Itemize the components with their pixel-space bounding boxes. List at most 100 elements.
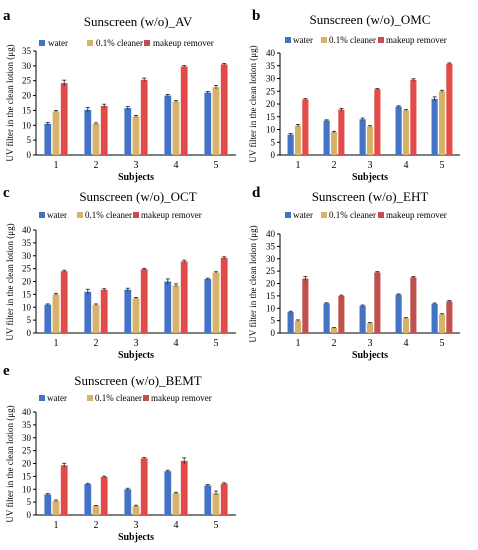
- legend-swatch-water: [39, 40, 45, 46]
- x-tick-label: 2: [94, 520, 99, 531]
- legend-swatch-remover: [143, 395, 149, 401]
- legend-label-remover: makeup remover: [386, 35, 447, 45]
- panel-c-ylabel: UV filter in the clean lotion (μg): [5, 223, 15, 340]
- bar: [52, 294, 60, 333]
- panel-e-title: Sunscreen (w/o)_BEMT: [74, 373, 202, 388]
- bar: [164, 95, 172, 155]
- bar: [330, 328, 338, 333]
- bar: [438, 91, 446, 155]
- bar: [204, 278, 212, 333]
- bar: [172, 493, 180, 515]
- bar: [330, 132, 338, 155]
- bar: [359, 119, 366, 155]
- bar: [302, 99, 309, 155]
- y-tick-label: 35: [22, 420, 32, 430]
- panel-e-plot: 0 5 10 15 20 25 30 35 40 1 2 3 4 5 Subjects: [22, 407, 236, 543]
- panel-b-plot: 0 5 10 15 20 25 30 35 40 1 2 3 4 5 Subjects: [266, 48, 460, 183]
- legend-label-cleaner: 0.1% cleaner: [329, 35, 376, 45]
- panel-e-legend: water 0.1% cleaner makeup remover: [39, 393, 212, 403]
- panel-d-title: Sunscreen (w/o)_EHT: [312, 189, 429, 204]
- bar: [124, 489, 132, 515]
- x-tick-label: 3: [368, 160, 373, 171]
- legend-swatch-cleaner: [87, 395, 93, 401]
- x-tick-label: 4: [174, 520, 179, 531]
- y-tick-label: 20: [22, 277, 32, 287]
- bar: [180, 261, 188, 333]
- y-tick-label: 5: [27, 315, 32, 325]
- y-tick-label: 10: [266, 125, 276, 135]
- y-tick-label: 0: [27, 510, 32, 520]
- bar: [180, 66, 188, 155]
- bar: [302, 278, 309, 333]
- y-tick-label: 10: [22, 484, 32, 494]
- bar: [323, 303, 330, 333]
- x-tick-label: 5: [214, 338, 219, 349]
- bar: [395, 294, 402, 333]
- bar: [212, 493, 220, 515]
- panel-d-plot: 0 5 10 15 20 25 30 35 40 1 2 3 4 5 Subjects: [266, 229, 460, 361]
- legend-label-remover: makeup remover: [151, 393, 212, 403]
- bar: [410, 79, 417, 155]
- panel-d-legend: water 0.1% cleaner makeup remover: [285, 210, 447, 220]
- bar: [84, 291, 92, 333]
- bar: [92, 123, 100, 155]
- bar: [212, 87, 220, 155]
- legend-swatch-remover: [133, 212, 139, 218]
- y-tick-label: 25: [22, 264, 32, 274]
- y-tick-label: 20: [266, 279, 276, 289]
- bar: [431, 303, 438, 333]
- legend-label-water: water: [293, 35, 313, 45]
- panel-letter-e: e: [3, 363, 10, 379]
- legend-label-remover: makeup remover: [386, 210, 447, 220]
- bar: [446, 63, 453, 155]
- bar: [410, 277, 417, 333]
- panel-b-ylabel: UV filter in the clean lotion (μg): [248, 45, 258, 162]
- x-tick-label: 4: [404, 160, 409, 171]
- bar: [294, 125, 302, 155]
- y-tick-label: 0: [27, 150, 32, 160]
- bar: [92, 505, 100, 515]
- y-tick-label: 40: [266, 48, 276, 58]
- bar: [446, 301, 453, 333]
- panel-letter-a: a: [3, 8, 11, 24]
- bar: [374, 272, 381, 333]
- panel-c: c Sunscreen (w/o)_OCT water 0.1% cleaner…: [3, 185, 236, 361]
- x-axis-title: Subjects: [118, 532, 154, 543]
- bar: [220, 64, 228, 155]
- bar: [212, 272, 220, 333]
- y-tick-label: 5: [27, 497, 32, 507]
- y-tick-label: 30: [266, 254, 276, 264]
- legend-label-water: water: [47, 210, 67, 220]
- y-tick-label: 20: [22, 459, 32, 469]
- panel-b-title: Sunscreen (w/o)_OMC: [310, 12, 431, 27]
- panel-e: e Sunscreen (w/o)_BEMT water 0.1% cleane…: [3, 363, 236, 543]
- legend-swatch-water: [39, 212, 45, 218]
- bar: [100, 289, 108, 333]
- x-tick-label: 1: [54, 338, 59, 349]
- panel-letter-b: b: [252, 8, 260, 24]
- legend-label-cleaner: 0.1% cleaner: [329, 210, 376, 220]
- panel-letter-d: d: [252, 185, 261, 201]
- y-tick-label: 30: [22, 61, 32, 71]
- panel-e-ylabel: UV filter in the clean lotion (μg): [5, 405, 15, 522]
- y-tick-label: 35: [22, 46, 32, 56]
- bar: [402, 318, 410, 333]
- bar: [374, 89, 381, 155]
- x-tick-label: 3: [368, 338, 373, 349]
- bar: [44, 494, 52, 515]
- legend-swatch-water: [39, 395, 45, 401]
- bar: [338, 109, 345, 155]
- y-tick-label: 20: [22, 91, 32, 101]
- bar: [60, 83, 68, 155]
- x-tick-label: 5: [440, 160, 445, 171]
- bar: [44, 123, 52, 155]
- panel-a-ylabel: UV filter in the clean lotion (μg): [5, 44, 15, 161]
- bar: [220, 257, 228, 333]
- bar: [287, 134, 294, 155]
- bar: [44, 304, 52, 333]
- bar: [132, 116, 140, 155]
- x-tick-label: 2: [94, 338, 99, 349]
- y-tick-label: 5: [271, 316, 276, 326]
- bar: [431, 98, 438, 155]
